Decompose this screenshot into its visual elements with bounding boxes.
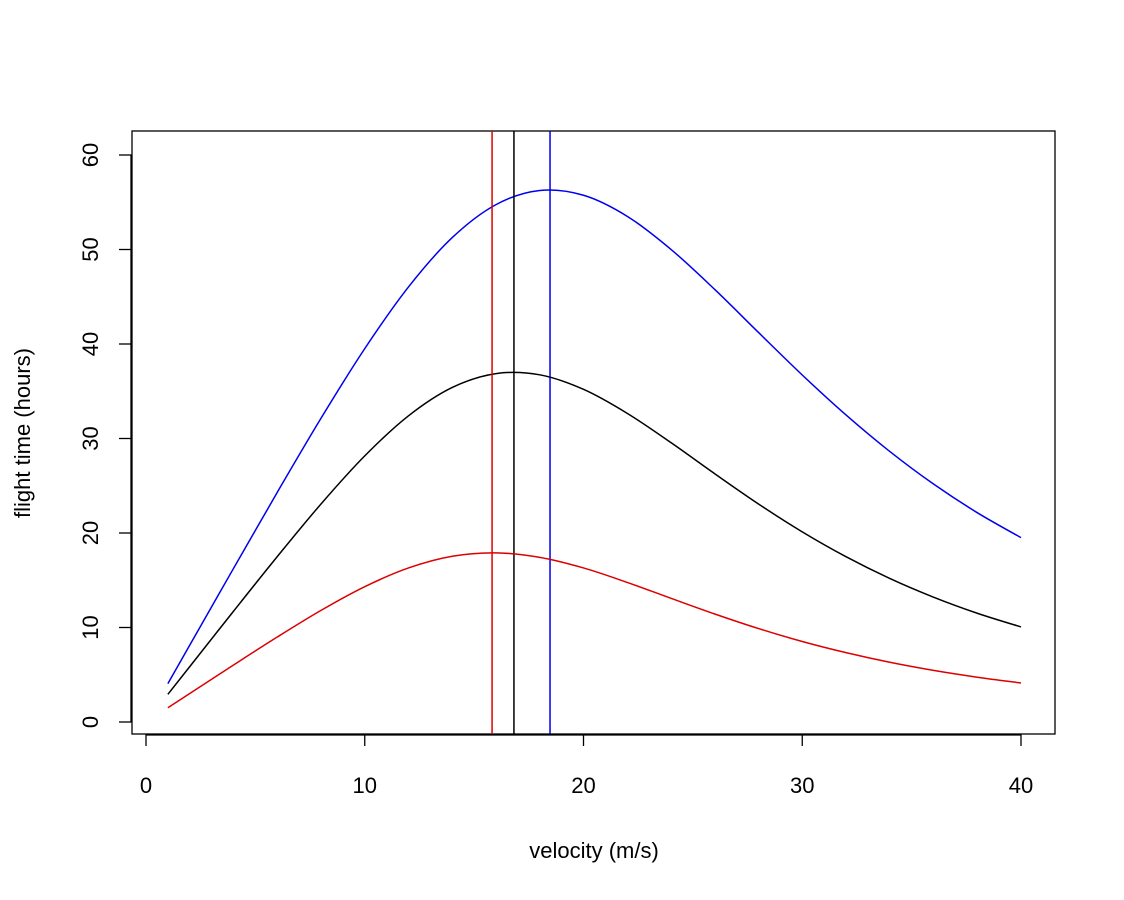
y-tick-label: 40 (78, 332, 103, 356)
x-tick-label: 0 (140, 773, 152, 798)
x-tick-label: 40 (1009, 773, 1033, 798)
x-tick-label: 30 (790, 773, 814, 798)
y-tick-label: 60 (78, 143, 103, 167)
series-blue-curve (167, 189, 1022, 685)
x-axis-label: velocity (m/s) (529, 838, 659, 863)
x-tick-label: 10 (353, 773, 377, 798)
series-red-curve (167, 552, 1022, 709)
y-tick-label: 10 (78, 615, 103, 639)
y-tick-label: 0 (78, 716, 103, 728)
y-axis-label: flight time (hours) (10, 348, 35, 518)
plot-box (131, 130, 1056, 735)
y-tick-label: 50 (78, 237, 103, 261)
x-tick-label: 20 (571, 773, 595, 798)
y-tick-label: 30 (78, 426, 103, 450)
y-tick-label: 20 (78, 521, 103, 545)
series-black-curve (167, 371, 1022, 695)
